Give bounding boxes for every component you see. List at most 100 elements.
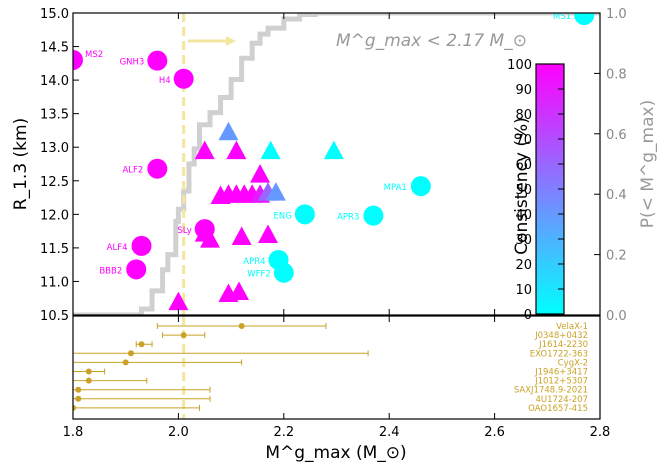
observation-label: J1012+5307 [534,377,588,387]
bottom-axes-frame [72,315,601,420]
observation-point [138,341,145,348]
eos-circle-mpa1 [410,176,431,197]
colorbar-tick-label: 90 [515,83,532,98]
colorbar-tick-label: 80 [515,108,532,123]
eos-label: BBB2 [99,266,122,276]
observation-label: J1946+3417 [534,368,588,378]
eos-triangle-marker [323,140,344,160]
colorbar-tick-label: 10 [515,283,532,298]
observation-label: VelaX-1 [556,322,588,332]
mass-limit-annotation: M^g_max < 2.17 M_⊙ [336,31,527,51]
eos-triangle-marker [231,226,252,245]
x-tick-label: 1.8 [63,425,84,440]
y-tick-label: 11.5 [40,242,69,257]
observation-point [180,332,187,339]
y-tick-label: 13.0 [40,141,69,156]
cdf-curve [73,13,600,315]
eos-triangle-marker [168,291,189,311]
eos-circle-alf2 [147,158,168,179]
direction-arrow [188,36,236,46]
colorbar-tick-label: 20 [515,258,532,273]
eos-triangle-marker [226,140,247,160]
eos-circle-bbb2 [126,259,147,280]
y-tick-label: 11.0 [40,275,69,290]
colorbar-tick-label: 60 [515,158,532,173]
y-tick-label: 12.0 [40,208,69,223]
colorbar-tick-label: 30 [515,233,532,248]
eos-triangle-marker [194,140,215,160]
eos-label: MPA1 [384,183,407,193]
x-tick-label: 2.4 [379,425,400,440]
observation-label: EXO1722-363 [530,349,588,359]
observation-point [85,377,92,384]
eos-label: GNH3 [120,58,145,68]
right-y-axis-label: P(< M^g_max) [638,100,658,228]
y-tick-label: 13.5 [40,108,69,123]
y-tick-label: 12.5 [40,175,69,190]
x-tick-label: 2.2 [273,425,294,440]
eos-circle-eng [294,204,315,225]
right-y-tick-label: 1.0 [606,7,627,22]
eos-triangle-marker [250,164,271,183]
eos-label: MS1 [553,12,571,22]
right-y-tick-label: 0.2 [606,249,627,264]
eos-circle-ms1 [574,13,595,26]
eos-circle-sly [194,219,215,240]
eos-label: APR4 [243,257,265,267]
y-tick-label: 10.5 [40,309,69,324]
eos-circle-ms2 [73,49,83,70]
x-tick-label: 2.8 [590,425,611,440]
eos-label: ENG [274,211,292,221]
observation-label: OAO1657-415 [528,404,588,414]
eos-triangle-marker [257,224,278,243]
eos-triangle-marker [218,121,239,141]
eos-triangle-marker [260,140,281,160]
eos-label: H4 [159,76,171,86]
x-tick-label: 2.6 [484,425,505,440]
eos-label: WFF2 [247,270,271,280]
right-y-tick-label: 0.8 [606,67,627,82]
observation-point [75,395,82,402]
eos-label: APR3 [337,213,359,223]
colorbar-tick-label: 40 [515,208,532,223]
colorbar-tick-label: 50 [515,183,532,198]
eos-label: MS2 [85,50,103,60]
top-panel: MS2 GNH3 H4 ALF2 SLy ALF4 BBB2 MS1 MPA1 ENG APR3 AP… [73,12,600,315]
colorbar-label: Consistency (%) [512,117,532,255]
observation-label: J0348+0432 [534,331,588,341]
right-y-tick-label: 0.4 [606,188,627,203]
eos-label: ALF2 [122,166,143,176]
eos-label: SLy [177,226,191,236]
observation-point [238,323,245,329]
top-axes-frame [72,12,601,316]
eos-triangle-marker [229,281,250,301]
eos-circle-h4 [173,68,194,89]
y-tick-label: 14.0 [40,74,69,89]
observation-point [127,350,134,357]
observation-label: CygX-2 [558,358,588,368]
observation-label: 4U1724-207 [535,395,588,405]
colorbar-tick-label: 70 [515,133,532,148]
observation-label: J1614-2230 [538,340,588,350]
observation-point [122,359,129,366]
right-y-tick-label: 0.6 [606,128,627,143]
right-y-tick-label: 0.0 [606,309,627,324]
observation-point [75,386,82,393]
colorbar-tick-label: 100 [507,58,532,73]
bottom-panel [73,316,369,419]
eos-circle-wff2 [273,262,294,283]
x-tick-label: 2.0 [168,425,189,440]
x-axis-label: M^g_max (M_⊙) [265,443,406,463]
observation-point [73,404,76,411]
observation-point [85,368,92,375]
observation-label: SAXJ1748.9-2021 [514,386,588,396]
eos-circle-alf4 [131,235,152,256]
y-axis-label: R_1.3 (km) [11,118,31,210]
eos-label: ALF4 [107,243,128,253]
eos-circle-apr3 [363,205,384,226]
eos-triangle-marker [200,229,221,248]
eos-triangle-marker [265,182,286,201]
y-tick-label: 14.5 [40,41,69,56]
